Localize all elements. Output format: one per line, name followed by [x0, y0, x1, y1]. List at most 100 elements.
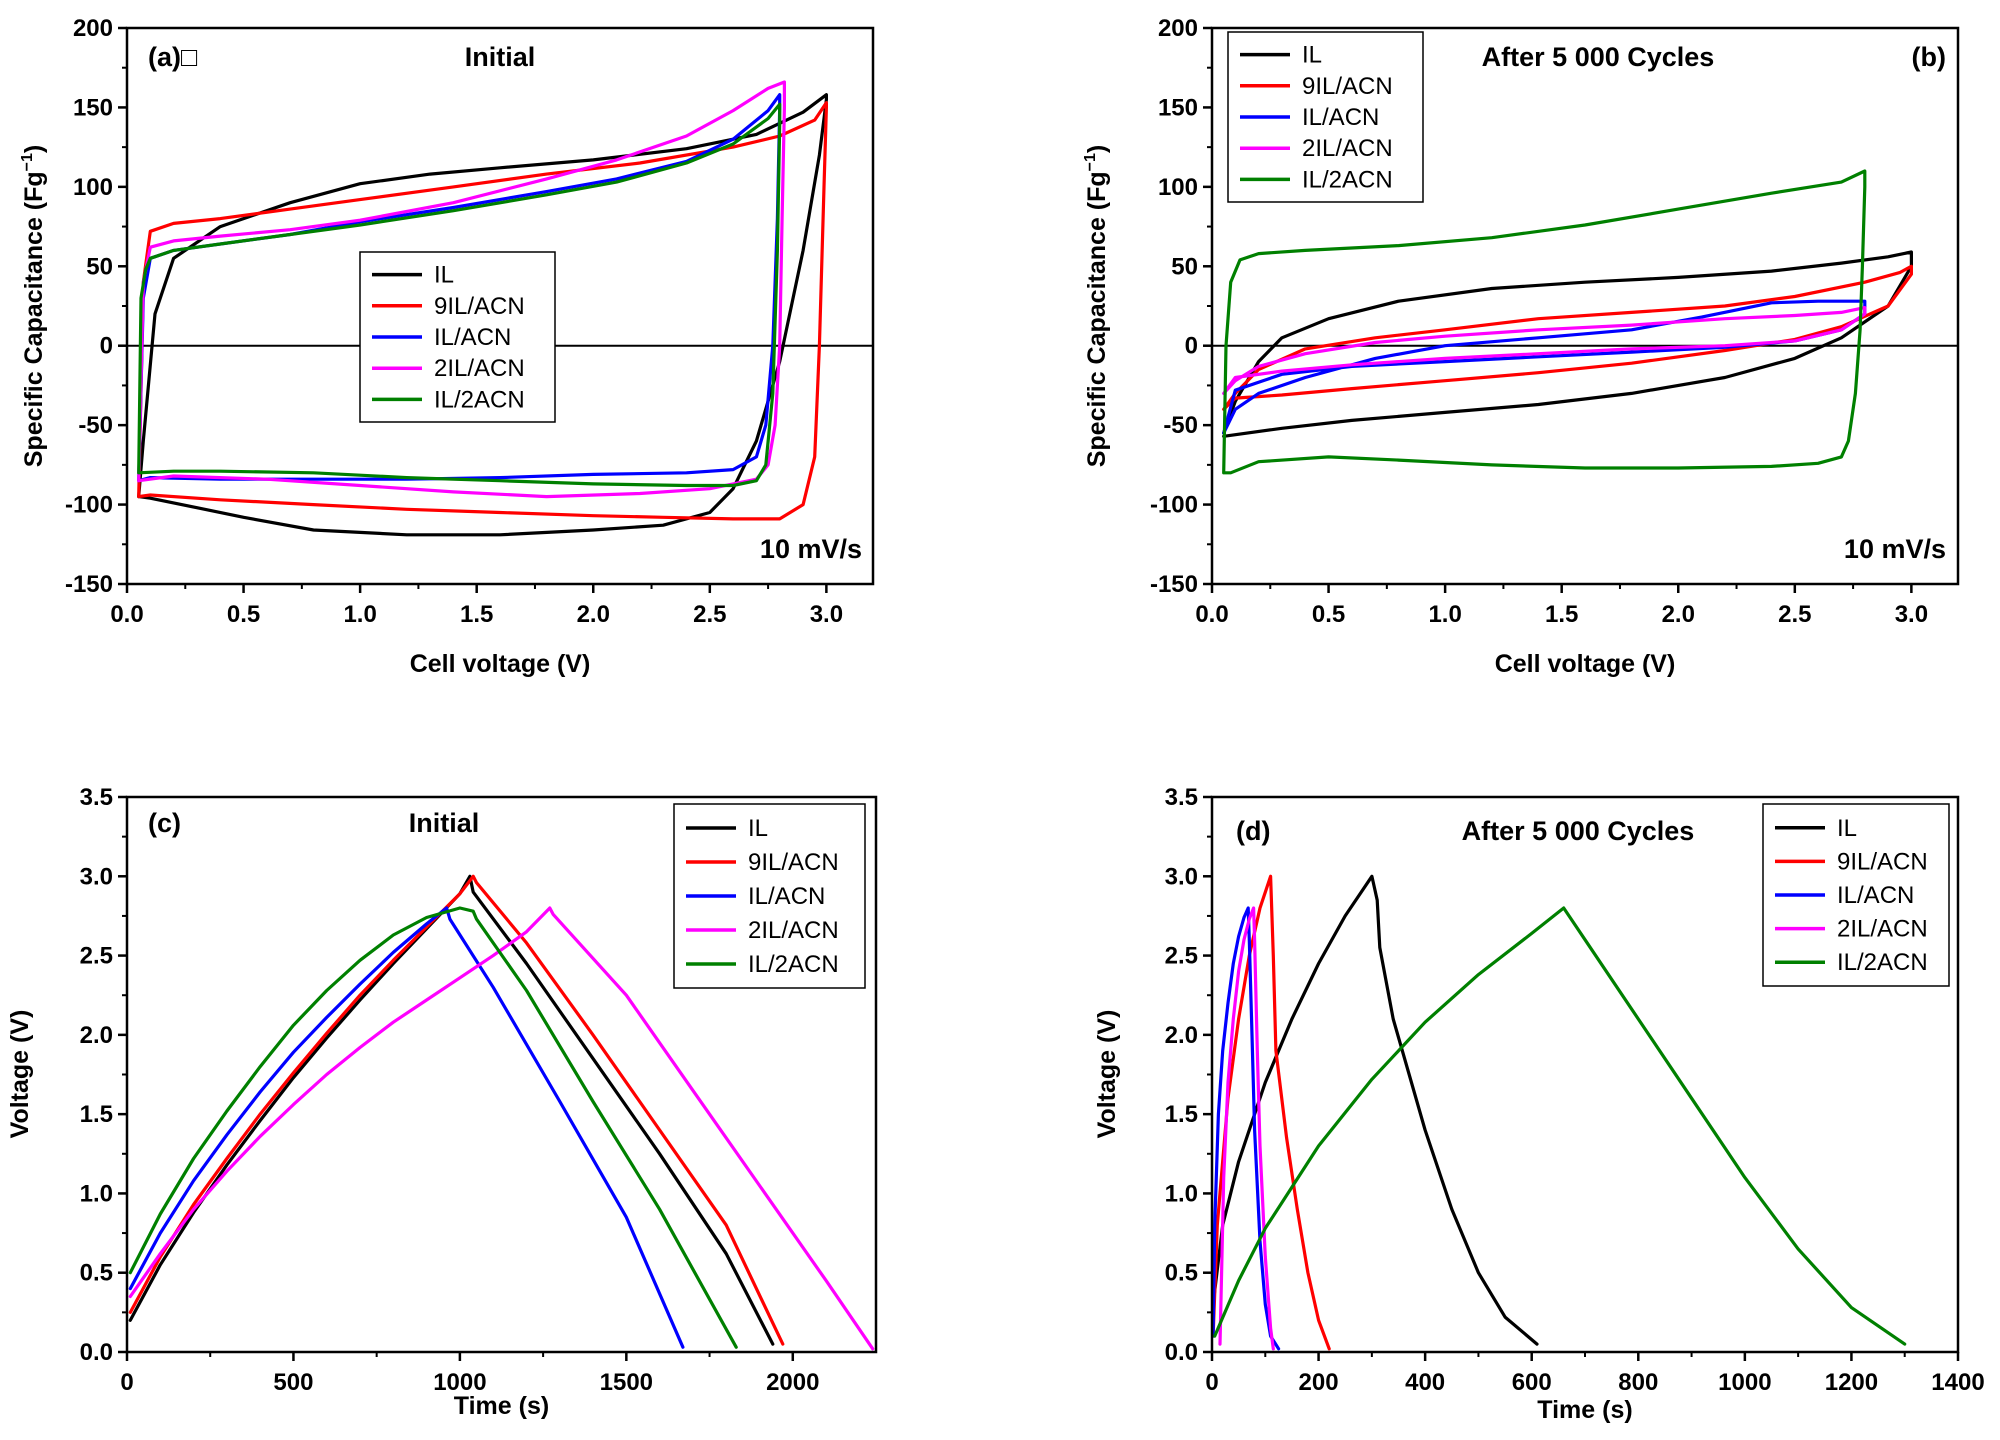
legend-label-il-acn: IL/ACN: [434, 324, 511, 351]
y-tick-label: 1.0: [1165, 1180, 1198, 1207]
x-axis-label: Time (s): [1537, 1396, 1632, 1424]
y-tick-label: 1.0: [80, 1180, 113, 1207]
x-tick-label: 0.5: [1312, 601, 1345, 628]
series-line-il-acn: [128, 906, 685, 1349]
legend: IL 9IL/ACN IL/ACN 2IL/ACN IL/2ACN: [1762, 803, 1950, 987]
series-line-9il-acn: [1212, 874, 1331, 1351]
series-line-2il-acn: [137, 80, 786, 499]
y-axis-label: Specific Capacitance (Fg−1): [19, 145, 48, 468]
series-group: [1222, 169, 1913, 475]
series-line-2il-acn: [1218, 906, 1275, 1351]
legend: IL 9IL/ACN IL/ACN 2IL/ACN IL/2ACN: [1227, 31, 1424, 203]
series-line-il-2acn: [128, 906, 738, 1349]
legend-label-9il-acn: 9IL/ACN: [1837, 848, 1928, 875]
x-tick-label: 0: [1205, 1369, 1218, 1396]
series-line-il: [1212, 874, 1539, 1346]
y-tick-label: 1.5: [80, 1101, 113, 1128]
chart-title: After 5 000 Cycles: [1462, 816, 1695, 846]
x-tick-label: 400: [1405, 1369, 1445, 1396]
scan-rate-annotation: 10 mV/s: [1844, 534, 1946, 564]
x-tick-label: 0.0: [1195, 601, 1228, 628]
legend-label-il: IL: [748, 815, 768, 842]
x-tick-label: 600: [1512, 1369, 1552, 1396]
y-tick-label: 2.0: [1165, 1022, 1198, 1049]
legend: IL 9IL/ACN IL/ACN 2IL/ACN IL/2ACN: [359, 251, 556, 423]
legend-label-il-2acn: IL/2ACN: [1837, 949, 1928, 976]
x-tick-label: 1.0: [1428, 601, 1461, 628]
y-tick-label: 3.5: [1165, 784, 1198, 811]
y-axis-label: Specific Capacitance (Fg−1): [1082, 145, 1111, 468]
legend-box: [359, 251, 556, 423]
y-tick-label: 0.5: [1165, 1260, 1198, 1287]
series-line-9il-acn: [1222, 264, 1913, 411]
y-tick-label: 0: [1185, 333, 1198, 360]
x-tick-label: 1200: [1825, 1369, 1878, 1396]
panel-label: (a)□: [148, 42, 198, 72]
y-axis-label-end: ): [20, 145, 48, 153]
series-line-9il-acn: [128, 874, 785, 1346]
y-tick-label: 0.0: [1165, 1339, 1198, 1366]
x-tick-label: 2.0: [577, 601, 610, 628]
x-tick-label: 1.0: [343, 601, 376, 628]
x-tick-label: 1500: [600, 1369, 653, 1396]
x-tick-label: 0.5: [227, 601, 260, 628]
x-tick-label: 2.5: [1778, 601, 1811, 628]
y-tick-label: 0.0: [80, 1339, 113, 1366]
series-line-il: [1222, 250, 1913, 438]
y-tick-label: 2.5: [1165, 943, 1198, 970]
legend-label-il-2acn: IL/2ACN: [434, 386, 525, 413]
chart-title: Initial: [465, 42, 536, 72]
y-tick-label: 150: [1158, 94, 1198, 121]
scan-rate-annotation: 10 mV/s: [760, 534, 862, 564]
legend-label-il: IL: [1837, 815, 1857, 842]
legend-label-2il-acn: 2IL/ACN: [434, 355, 525, 382]
x-tick-label: 1.5: [460, 601, 493, 628]
series-line-il-acn: [1212, 906, 1281, 1351]
legend-label-2il-acn: 2IL/ACN: [1302, 135, 1393, 162]
series-line-9il-acn: [137, 101, 828, 521]
y-tick-label: 100: [73, 174, 113, 201]
series-group: [128, 874, 875, 1351]
y-tick-label: 2.5: [80, 943, 113, 970]
x-tick-label: 0.0: [110, 601, 143, 628]
legend-label-9il-acn: 9IL/ACN: [748, 849, 839, 876]
y-axis-label-end: ): [1083, 145, 1111, 153]
chart-title: After 5 000 Cycles: [1482, 42, 1715, 72]
y-tick-label: 1.5: [1165, 1101, 1198, 1128]
series-line-il: [128, 874, 775, 1346]
y-axis-label-sup: −1: [1082, 153, 1099, 171]
series-line-il-2acn: [137, 102, 782, 488]
y-axis-label-main: Specific Capacitance (Fg: [1083, 171, 1111, 467]
y-tick-label: 0.5: [80, 1260, 113, 1287]
y-tick-label: 0: [100, 333, 113, 360]
y-tick-label: 3.5: [80, 784, 113, 811]
legend-label-il-2acn: IL/2ACN: [748, 951, 839, 978]
x-axis-label: Time (s): [454, 1392, 549, 1420]
y-axis-label-main: Specific Capacitance (Fg: [20, 171, 48, 467]
y-tick-label: 200: [73, 15, 113, 42]
panel-label: (c): [148, 808, 181, 838]
x-tick-label: 0: [120, 1369, 133, 1396]
y-tick-label: -150: [65, 571, 113, 598]
series-line-il-2acn: [1222, 169, 1867, 475]
y-tick-label: -150: [1150, 571, 1198, 598]
x-axis-label: Cell voltage (V): [410, 650, 591, 678]
legend-label-9il-acn: 9IL/ACN: [1302, 73, 1393, 100]
y-tick-label: 3.0: [80, 863, 113, 890]
legend-label-2il-acn: 2IL/ACN: [748, 917, 839, 944]
y-tick-label: -50: [78, 412, 113, 439]
y-axis-label: Voltage (V): [1093, 1010, 1121, 1139]
y-tick-label: 100: [1158, 174, 1198, 201]
series-line-2il-acn: [1222, 306, 1867, 395]
legend-label-il-2acn: IL/2ACN: [1302, 166, 1393, 193]
panel-label: (b): [1912, 42, 1946, 72]
series-line-il-2acn: [1213, 906, 1907, 1346]
x-tick-label: 500: [273, 1369, 313, 1396]
panel-c: 0 500 1000 1500 2000 0.0 0.5 1.0 1.5 2.0 2.5 3.0 3.5…: [6, 784, 878, 1420]
y-axis-label-sup: −1: [19, 153, 36, 171]
y-axis-label-main: Voltage (V): [1093, 1010, 1121, 1139]
panel-label: (d): [1236, 816, 1270, 846]
series-group: [1212, 874, 1907, 1351]
x-tick-label: 3.0: [1895, 601, 1928, 628]
